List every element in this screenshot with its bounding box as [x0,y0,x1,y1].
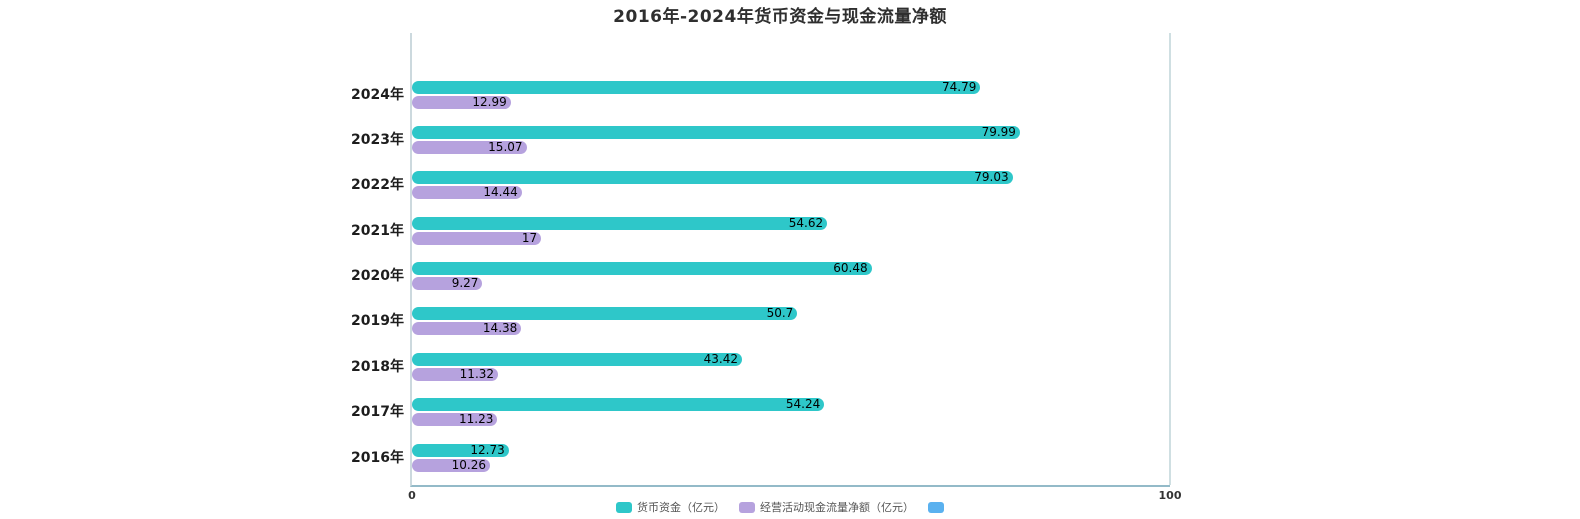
bar-value-label: 43.42 [703,351,738,366]
bar-value-label: 11.32 [459,366,495,381]
bar-value-label: 12.73 [470,442,505,457]
chart-title: 2016年-2024年货币资金与现金流量净额 [613,7,947,27]
legend-item-label: 货币资金（亿元） [637,501,725,514]
bar-operating-cash-flow[interactable]: 10.26 [412,457,490,472]
bar-monetary-funds[interactable]: 79.03 [412,170,1013,185]
y-axis-label: 2021年 [351,222,404,239]
bar-operating-cash-flow[interactable]: 15.07 [412,139,527,154]
bar-value-label: 9.27 [451,276,479,290]
bar-monetary-funds[interactable]: 60.48 [412,262,872,275]
bar-monetary-funds[interactable]: 79.99 [412,124,1020,139]
legend: 货币资金（亿元） 经营活动现金流量净额（亿元） [0,499,1560,515]
bar-operating-cash-flow[interactable]: 14.44 [412,185,522,200]
legend-swatch-icon [616,501,632,513]
bar-value-label: 14.38 [482,321,518,336]
bar-value-label: 10.26 [451,457,486,472]
y-axis-label: 2017年 [351,404,404,421]
y-axis-label: 2022年 [351,177,404,194]
bar-value-label: 11.23 [458,412,494,427]
legend-item-label: 经营活动现金流量净额（亿元） [760,501,914,514]
bar-value-label: 17 [521,230,538,245]
bar-value-label: 54.24 [785,397,821,412]
y-axis-label: 2016年 [351,449,404,466]
y-axis-label: 2020年 [351,268,404,284]
y-axis-label: 2019年 [351,313,404,330]
bar-operating-cash-flow[interactable]: 9.27 [412,276,483,290]
bar-operating-cash-flow[interactable]: 14.38 [412,321,522,336]
x-axis-tick-0: 0 [408,489,416,502]
y-axis-label: 2024年 [351,86,404,103]
y-axis-label: 2023年 [351,131,404,148]
bar-operating-cash-flow[interactable]: 17 [412,230,542,245]
bar-value-label: 14.44 [483,185,518,200]
bar-operating-cash-flow[interactable]: 11.32 [412,366,499,381]
bar-value-label: 74.79 [942,79,977,94]
bar-monetary-funds[interactable]: 54.24 [412,397,825,412]
bar-value-label: 50.7 [766,306,794,321]
bar-operating-cash-flow[interactable]: 11.23 [412,412,498,427]
bar-monetary-funds[interactable]: 54.62 [412,215,828,230]
x-axis-tick-100: 100 [1158,489,1182,502]
bar-monetary-funds[interactable]: 43.42 [412,351,742,366]
legend-swatch-icon [928,501,944,513]
legend-item-3[interactable] [928,501,944,513]
legend-item-2[interactable]: 经营活动现金流量净额（亿元） [739,499,914,515]
plot-area: 0 100 2024年 74.79 12.99 2023年 79.99 15.07 2022… [351,33,1181,502]
legend-item-1[interactable]: 货币资金（亿元） [616,499,725,515]
bar-monetary-funds[interactable]: 50.7 [412,306,798,321]
bar-monetary-funds[interactable]: 12.73 [412,442,509,457]
split-line-100 [1169,33,1171,485]
bar-value-label: 79.99 [981,124,1016,139]
bar-value-label: 79.03 [974,170,1009,185]
bar-value-label: 15.07 [488,139,523,154]
legend-swatch-icon [739,501,755,513]
bar-value-label: 54.62 [788,215,824,230]
bar-monetary-funds[interactable]: 74.79 [412,79,981,94]
bar-operating-cash-flow[interactable]: 12.99 [412,94,511,109]
bar-value-label: 60.48 [833,261,868,275]
y-axis-label: 2018年 [351,358,404,375]
bar-value-label: 12.99 [472,94,507,109]
